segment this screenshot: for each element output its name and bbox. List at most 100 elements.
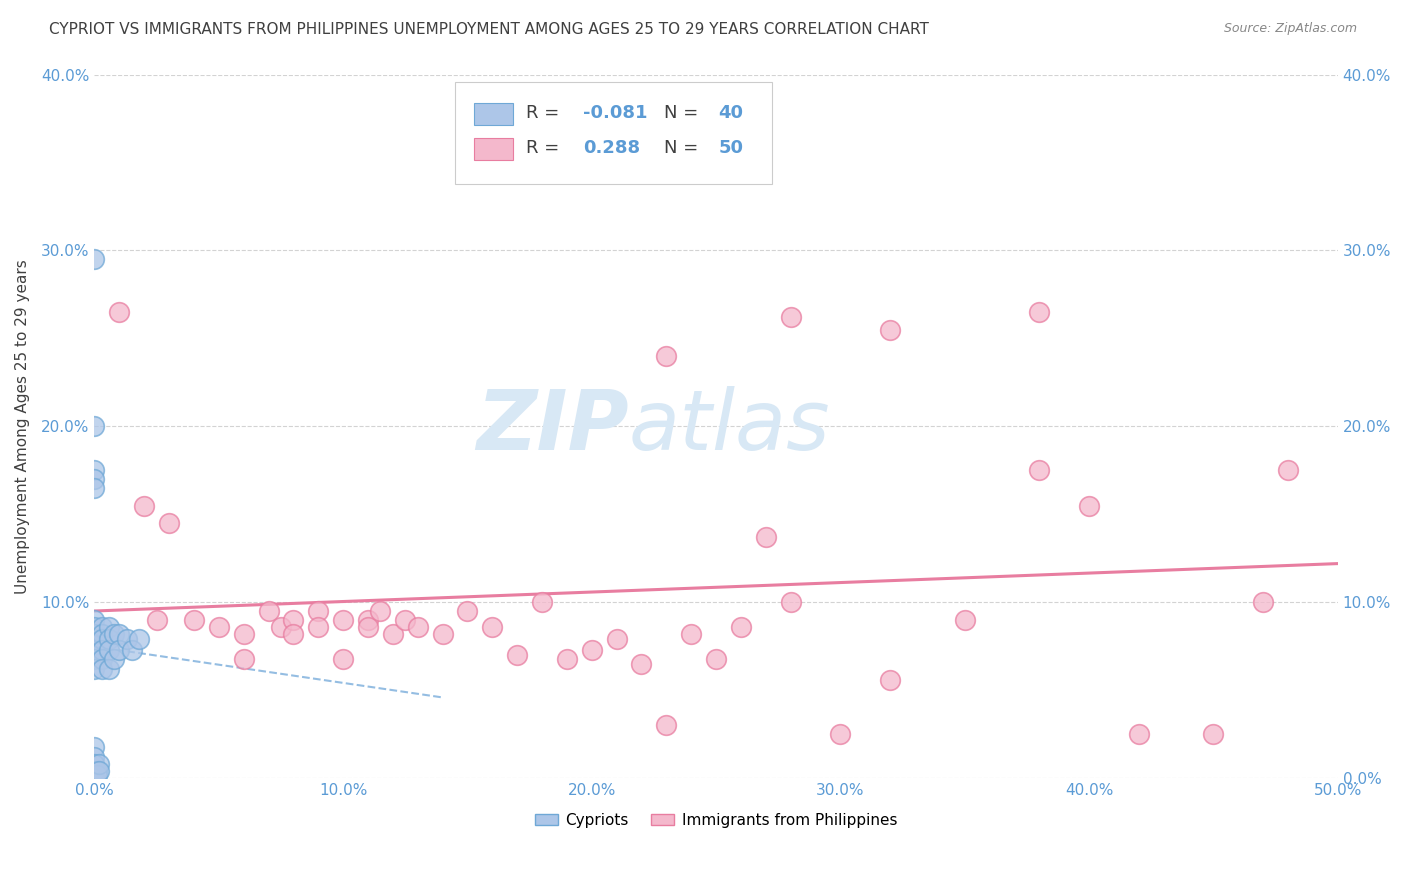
Point [879,323,901,337]
Point [506,648,529,662]
Y-axis label: Unemployment Among Ages 25 to 29 years: Unemployment Among Ages 25 to 29 years [15,259,30,594]
Text: 40: 40 [718,104,744,122]
Point [357,613,380,627]
Point [953,613,976,627]
Point [406,620,429,634]
Point [83,764,105,779]
Point [779,595,801,609]
Point [1202,727,1225,741]
Point [83,252,105,267]
Point [157,516,180,530]
Point [232,651,254,665]
Point [145,613,167,627]
Point [655,718,678,732]
Point [332,651,354,665]
Point [432,627,454,641]
Point [381,627,404,641]
Point [90,642,112,657]
Point [83,769,105,783]
Point [98,642,121,657]
Point [830,727,852,741]
Point [283,613,305,627]
Point [357,620,380,634]
Text: N =: N = [664,139,704,157]
Point [481,620,503,634]
Point [1028,305,1050,319]
Point [103,627,125,641]
Point [1251,595,1274,609]
Point [332,613,354,627]
Text: R =: R = [526,139,565,157]
Point [704,651,727,665]
Point [83,620,105,634]
Point [270,620,292,634]
Point [307,620,329,634]
Point [86,768,108,782]
Point [232,627,254,641]
Point [283,627,305,641]
Point [90,662,112,676]
Point [90,627,112,641]
Point [90,632,112,647]
Point [83,750,105,764]
Point [83,632,105,647]
Point [83,627,105,641]
Point [307,604,329,618]
Point [1078,499,1101,513]
Point [83,481,105,495]
Text: 50: 50 [718,139,744,157]
Point [90,651,112,665]
Point [394,613,416,627]
Point [83,739,105,754]
Point [83,757,105,772]
Point [83,638,105,652]
Point [83,651,105,665]
Point [83,463,105,477]
Point [90,620,112,634]
Point [755,530,778,544]
Point [83,419,105,434]
Text: CYPRIOT VS IMMIGRANTS FROM PHILIPPINES UNEMPLOYMENT AMONG AGES 25 TO 29 YEARS CO: CYPRIOT VS IMMIGRANTS FROM PHILIPPINES U… [49,22,929,37]
Point [83,472,105,486]
Point [456,604,478,618]
Point [134,499,156,513]
Point [98,632,121,647]
Point [98,662,121,676]
Point [730,620,752,634]
Point [1028,463,1050,477]
Point [208,620,231,634]
Point [1277,463,1299,477]
Point [779,310,801,325]
Point [655,349,678,363]
Point [1128,727,1150,741]
Point [370,604,392,618]
Point [108,627,131,641]
Text: -0.081: -0.081 [583,104,648,122]
Point [83,642,105,657]
Point [83,662,105,676]
Point [581,642,603,657]
Point [83,771,105,785]
Point [86,764,108,779]
Text: N =: N = [664,104,704,122]
Legend: Cypriots, Immigrants from Philippines: Cypriots, Immigrants from Philippines [529,806,904,834]
Point [630,657,652,671]
Text: R =: R = [526,104,565,122]
Point [103,651,125,665]
Point [257,604,280,618]
Text: ZIP: ZIP [477,386,628,467]
Text: atlas: atlas [628,386,831,467]
Point [606,632,628,647]
Point [108,305,131,319]
Point [128,632,150,647]
Text: Source: ZipAtlas.com: Source: ZipAtlas.com [1223,22,1357,36]
FancyBboxPatch shape [456,81,772,184]
Point [681,627,703,641]
Bar [474,138,513,161]
Point [89,757,111,772]
Point [530,595,553,609]
Point [89,764,111,779]
Text: 0.288: 0.288 [583,139,640,157]
Point [108,642,131,657]
Point [555,651,578,665]
